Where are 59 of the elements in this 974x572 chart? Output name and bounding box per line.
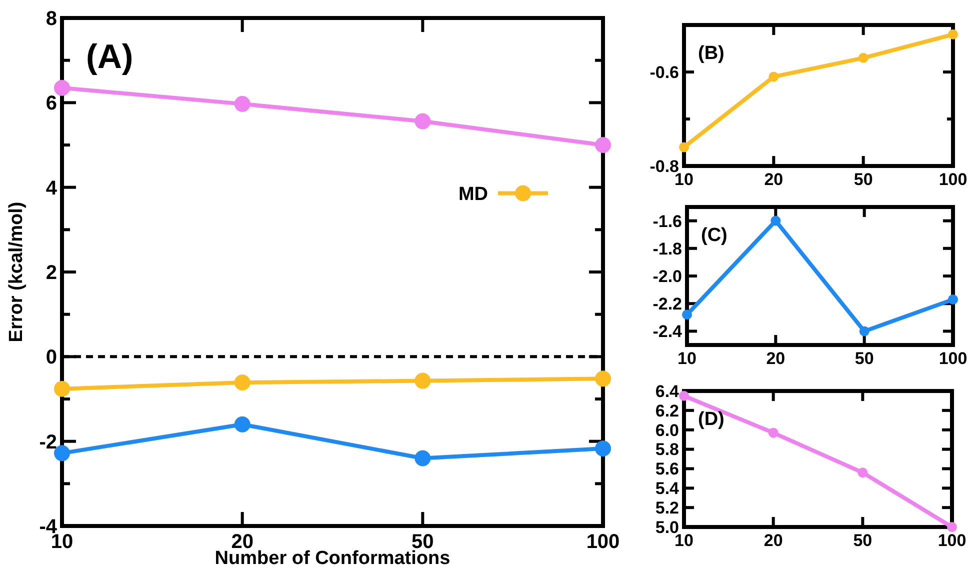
y-tick-label: -2 <box>39 431 57 454</box>
x-tick-label: 100 <box>938 170 968 189</box>
y-tick-label: 8 <box>46 8 57 30</box>
point <box>414 450 431 466</box>
point <box>54 380 70 397</box>
legend-label: MD <box>458 184 488 205</box>
point <box>595 440 611 457</box>
point <box>595 370 611 387</box>
x-tick-label: 10 <box>678 349 696 368</box>
y-tick-label: 0 <box>46 346 57 369</box>
x-tick-label: 100 <box>938 349 968 368</box>
y-tick-label: -2.0 <box>652 266 682 286</box>
point <box>768 72 779 82</box>
x-tick-label: 50 <box>853 531 872 550</box>
y-tick-label: 6.4 <box>655 382 680 401</box>
point <box>682 310 692 320</box>
point <box>54 80 70 96</box>
point <box>858 468 868 478</box>
point <box>858 52 868 63</box>
y-tick-label: -2.4 <box>652 322 683 342</box>
point <box>679 390 689 401</box>
y-tick-label: 6.0 <box>655 420 679 440</box>
point <box>679 142 689 152</box>
y-tick-label: -2.2 <box>652 294 682 314</box>
y-tick-label: 6 <box>46 92 57 115</box>
point <box>948 294 958 304</box>
point <box>234 374 250 390</box>
y-tick-label: -1.8 <box>652 239 682 258</box>
point <box>414 113 431 130</box>
point <box>414 372 431 389</box>
y-tick-label: 4 <box>46 177 58 200</box>
x-tick-label: 50 <box>854 349 874 368</box>
y-tick-label: 6.2 <box>655 401 679 420</box>
annotation: (B) <box>698 43 724 64</box>
y-tick-label: 5.4 <box>655 479 680 498</box>
annotation: (C) <box>701 225 728 246</box>
point <box>595 137 611 153</box>
annotation: (D) <box>698 409 724 430</box>
annotation: (A) <box>86 38 134 76</box>
y-tick-label: -0.6 <box>650 62 679 82</box>
x-tick-label: 20 <box>764 531 783 550</box>
y-tick-label: 5.6 <box>655 460 679 479</box>
point <box>859 326 870 336</box>
y-axis-title: Error (kcal/mol) <box>6 202 27 342</box>
x-tick-label: 50 <box>854 170 873 189</box>
point <box>947 522 957 532</box>
x-tick-label: 20 <box>764 170 784 189</box>
x-tick-label: 20 <box>766 349 786 368</box>
y-tick-label: 2 <box>46 262 57 284</box>
point <box>234 416 250 432</box>
x-tick-label: 100 <box>938 531 966 550</box>
y-tick-label: 5.8 <box>655 440 679 460</box>
y-tick-label: -1.6 <box>652 212 682 231</box>
point <box>948 29 958 40</box>
y-tick-label: 5.2 <box>655 498 679 518</box>
point <box>234 96 250 112</box>
point <box>770 216 781 226</box>
x-tick-label: 100 <box>586 531 620 553</box>
point <box>768 428 778 438</box>
